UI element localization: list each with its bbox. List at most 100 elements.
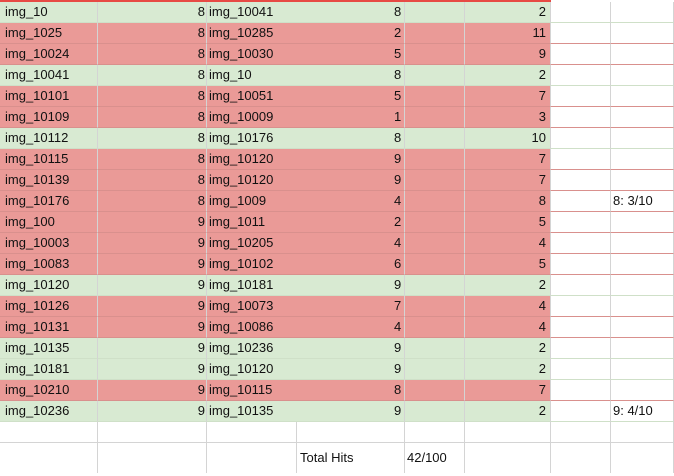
cell-match-id[interactable]: img_1009 <box>207 191 297 212</box>
cell-match-id[interactable]: img_10205 <box>207 233 297 254</box>
cell-empty[interactable] <box>551 149 611 170</box>
cell-empty[interactable] <box>405 401 465 422</box>
cell-summary[interactable] <box>611 338 674 359</box>
cell-image-id[interactable]: img_10176 <box>0 191 98 212</box>
cell-empty[interactable] <box>551 443 611 473</box>
cell-empty[interactable] <box>405 338 465 359</box>
cell-match-class[interactable]: 4 <box>297 317 405 338</box>
cell-match-id[interactable]: img_10030 <box>207 44 297 65</box>
cell-match-class[interactable]: 1 <box>297 107 405 128</box>
cell-summary[interactable]: 9: 4/10 <box>611 401 674 422</box>
cell-empty[interactable] <box>551 191 611 212</box>
cell-class[interactable]: 9 <box>98 233 207 254</box>
cell-distance[interactable]: 7 <box>465 170 551 191</box>
cell-class[interactable]: 8 <box>98 86 207 107</box>
cell-distance[interactable]: 5 <box>465 254 551 275</box>
cell-empty[interactable] <box>405 317 465 338</box>
cell-distance[interactable]: 9 <box>465 44 551 65</box>
cell-image-id[interactable]: img_10120 <box>0 275 98 296</box>
total-hits-label[interactable]: Total Hits <box>297 443 405 473</box>
cell-match-id[interactable]: img_10102 <box>207 254 297 275</box>
cell-class[interactable]: 9 <box>98 254 207 275</box>
cell-empty[interactable] <box>551 170 611 191</box>
cell-distance[interactable]: 7 <box>465 149 551 170</box>
cell-match-class[interactable]: 9 <box>297 149 405 170</box>
cell-distance[interactable]: 2 <box>465 401 551 422</box>
cell-match-id[interactable]: img_10285 <box>207 23 297 44</box>
cell-empty[interactable] <box>551 44 611 65</box>
cell-empty[interactable] <box>551 254 611 275</box>
cell-image-id[interactable]: img_10041 <box>0 65 98 86</box>
cell-empty[interactable] <box>297 422 405 443</box>
cell-distance[interactable]: 4 <box>465 296 551 317</box>
cell-class[interactable]: 9 <box>98 212 207 233</box>
cell-image-id[interactable]: img_10126 <box>0 296 98 317</box>
cell-match-id[interactable]: img_10120 <box>207 170 297 191</box>
cell-empty[interactable] <box>551 233 611 254</box>
cell-empty[interactable] <box>551 2 611 23</box>
cell-distance[interactable]: 7 <box>465 86 551 107</box>
cell-match-class[interactable]: 2 <box>297 212 405 233</box>
cell-summary[interactable] <box>611 149 674 170</box>
cell-summary[interactable] <box>611 65 674 86</box>
cell-distance[interactable]: 2 <box>465 2 551 23</box>
cell-class[interactable]: 8 <box>98 107 207 128</box>
cell-match-id[interactable]: img_1011 <box>207 212 297 233</box>
cell-image-id[interactable]: img_100 <box>0 212 98 233</box>
cell-empty[interactable] <box>405 128 465 149</box>
cell-class[interactable]: 8 <box>98 44 207 65</box>
cell-distance[interactable]: 2 <box>465 359 551 380</box>
cell-match-class[interactable]: 8 <box>297 380 405 401</box>
cell-empty[interactable] <box>0 443 98 473</box>
cell-empty[interactable] <box>551 65 611 86</box>
cell-summary[interactable] <box>611 44 674 65</box>
cell-class[interactable]: 8 <box>98 191 207 212</box>
cell-distance[interactable]: 8 <box>465 191 551 212</box>
cell-image-id[interactable]: img_10083 <box>0 254 98 275</box>
cell-empty[interactable] <box>551 86 611 107</box>
cell-class[interactable]: 8 <box>98 128 207 149</box>
cell-class[interactable]: 9 <box>98 275 207 296</box>
cell-class[interactable]: 9 <box>98 401 207 422</box>
cell-empty[interactable] <box>98 443 207 473</box>
cell-summary[interactable] <box>611 380 674 401</box>
cell-distance[interactable]: 10 <box>465 128 551 149</box>
cell-image-id[interactable]: img_10135 <box>0 338 98 359</box>
cell-distance[interactable]: 2 <box>465 338 551 359</box>
cell-image-id[interactable]: img_10131 <box>0 317 98 338</box>
cell-distance[interactable]: 7 <box>465 380 551 401</box>
cell-match-id[interactable]: img_10 <box>207 65 297 86</box>
cell-image-id[interactable]: img_10101 <box>0 86 98 107</box>
cell-empty[interactable] <box>611 422 674 443</box>
cell-empty[interactable] <box>551 401 611 422</box>
cell-summary[interactable] <box>611 86 674 107</box>
cell-distance[interactable]: 3 <box>465 107 551 128</box>
cell-match-id[interactable]: img_10009 <box>207 107 297 128</box>
cell-class[interactable]: 8 <box>98 170 207 191</box>
cell-image-id[interactable]: img_1025 <box>0 23 98 44</box>
cell-empty[interactable] <box>551 23 611 44</box>
cell-match-class[interactable]: 8H <box>297 65 405 86</box>
cell-match-class[interactable]: 8H <box>297 2 405 23</box>
cell-empty[interactable] <box>207 422 297 443</box>
cell-class[interactable]: 8 <box>98 149 207 170</box>
cell-class[interactable]: 9 <box>98 359 207 380</box>
cell-image-id[interactable]: img_10236 <box>0 401 98 422</box>
cell-empty[interactable] <box>405 86 465 107</box>
cell-image-id[interactable]: img_10112 <box>0 128 98 149</box>
cell-image-id[interactable]: img_10139 <box>0 170 98 191</box>
cell-image-id[interactable]: img_10181 <box>0 359 98 380</box>
cell-image-id[interactable]: img_10210 <box>0 380 98 401</box>
cell-match-id[interactable]: img_10073 <box>207 296 297 317</box>
cell-match-id[interactable]: img_10115 <box>207 380 297 401</box>
cell-summary[interactable] <box>611 296 674 317</box>
cell-match-class[interactable]: 5 <box>297 86 405 107</box>
cell-distance[interactable]: 4 <box>465 317 551 338</box>
cell-empty[interactable] <box>405 191 465 212</box>
cell-summary[interactable] <box>611 254 674 275</box>
cell-summary[interactable] <box>611 359 674 380</box>
cell-match-class[interactable]: 7 <box>297 296 405 317</box>
cell-match-class[interactable]: 9H <box>297 338 405 359</box>
cell-match-id[interactable]: img_10176 <box>207 128 297 149</box>
cell-class[interactable]: 9 <box>98 317 207 338</box>
